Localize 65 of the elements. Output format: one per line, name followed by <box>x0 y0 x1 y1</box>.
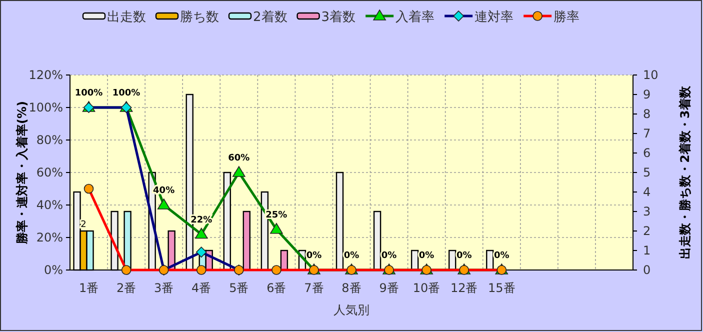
y-tick-label: 20% <box>36 230 63 244</box>
data-label: 0% <box>306 251 322 261</box>
x-tick-label: 12番 <box>450 281 478 295</box>
y-axis-title: 勝率・連対率・入着率(%) <box>15 101 29 245</box>
point <box>121 265 132 275</box>
y-tick-label: 100% <box>28 100 63 114</box>
data-label: 0% <box>344 251 360 261</box>
x-tick-label: 4番 <box>192 281 212 295</box>
point <box>196 246 207 258</box>
bar <box>242 210 250 271</box>
y2-tick-label: 6 <box>643 146 651 160</box>
y-tick-label: 40% <box>36 198 63 212</box>
x-axis-title: 人気別 <box>334 303 370 317</box>
y2-tick-label: 9 <box>643 88 651 102</box>
data-label: 100% <box>112 88 140 98</box>
x-tick-label: 2番 <box>116 281 136 295</box>
y2-tick-label: 10 <box>643 68 658 82</box>
x-tick-label: 1番 <box>78 281 99 295</box>
legend-label: 連対率 <box>474 9 514 25</box>
bar <box>168 230 176 271</box>
x-tick-label: 15番 <box>488 281 516 295</box>
x-tick-label: 3番 <box>154 281 174 295</box>
legend-label: 入着率 <box>396 9 435 25</box>
y-tick-label: 0% <box>44 263 63 277</box>
y2-axis-title: 出走数・勝ち数・2着数・3着数 <box>678 85 692 259</box>
y2-tick-label: 3 <box>643 204 651 218</box>
x-tick-label: 6番 <box>266 281 286 295</box>
x-tick-label: 5番 <box>229 281 249 295</box>
legend-label: 3着数 <box>321 9 356 25</box>
bar <box>336 172 344 271</box>
data-label: 0% <box>456 251 472 261</box>
x-tick-label: 8番 <box>342 281 362 295</box>
y2-tick-label: 5 <box>643 166 651 180</box>
point <box>270 222 283 234</box>
point <box>84 184 94 194</box>
data-label: 2 <box>80 220 86 230</box>
point <box>157 198 170 210</box>
data-label: 0% <box>418 251 434 261</box>
y-tick-label: 120% <box>28 68 63 82</box>
point <box>194 228 208 239</box>
y-tick-label: 60% <box>36 166 63 180</box>
data-label: 100% <box>74 88 103 98</box>
bar <box>124 210 132 271</box>
point <box>272 265 282 275</box>
legend-label: 出走数 <box>107 10 146 25</box>
y2-tick-label: 4 <box>643 185 651 199</box>
bar <box>373 210 382 271</box>
y2-tick-label: 1 <box>643 244 651 258</box>
point <box>196 265 206 275</box>
data-label: 0% <box>381 251 397 261</box>
x-tick-label: 9番 <box>379 281 399 295</box>
data-label: 0% <box>494 251 510 261</box>
x-tick-label: 7番 <box>304 281 324 295</box>
data-label: 60% <box>228 154 250 164</box>
y2-tick-label: 8 <box>643 107 651 121</box>
point <box>232 166 246 177</box>
legend-label: 2着数 <box>253 9 288 25</box>
y-tick-label: 80% <box>36 133 63 147</box>
x-tick-label: 10番 <box>412 281 440 295</box>
y2-tick-label: 2 <box>643 224 651 238</box>
y2-tick-label: 0 <box>643 263 651 277</box>
legend-label: 勝ち数 <box>180 10 219 25</box>
bar <box>280 250 288 271</box>
y2-tick-label: 7 <box>643 126 651 140</box>
legend-label: 勝率 <box>554 9 580 25</box>
